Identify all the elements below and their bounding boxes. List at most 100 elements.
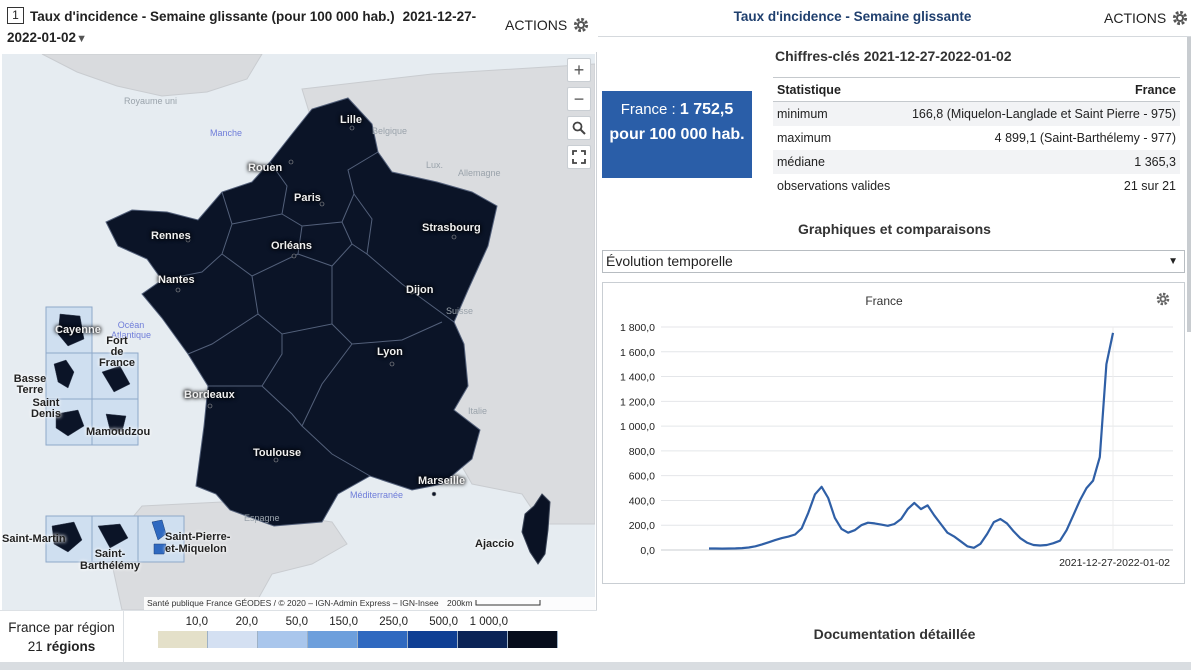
chart-container: France 0,0 200,0 400,0 600,0 800,0 1 000,0 1 20… xyxy=(602,282,1185,584)
city-nantes[interactable]: Nantes xyxy=(158,274,195,286)
documentation-title[interactable]: Documentation détaillée xyxy=(813,626,976,642)
label-allemagne: Allemagne xyxy=(458,168,501,178)
attribution-text: Santé publique France GÉODES / © 2020 – … xyxy=(147,598,439,608)
y-tick-label: 600,0 xyxy=(629,471,655,483)
legend-color-3[interactable] xyxy=(308,631,358,648)
stats-actions-button[interactable]: ACTIONS xyxy=(1104,9,1189,27)
city-mamoudzou[interactable]: Mamoudzou xyxy=(86,426,151,438)
map-panel: 1 Taux d'incidence - Semaine glissante (… xyxy=(0,0,597,670)
key-figures-title: Chiffres-clés 2021-12-27-2022-01-02 xyxy=(775,48,1012,64)
city-saint-martin[interactable]: Saint-Martin xyxy=(2,533,66,545)
label-lux: Lux. xyxy=(426,160,444,170)
y-tick-label: 1 800,0 xyxy=(620,322,655,334)
map-actions-button[interactable]: ACTIONS xyxy=(505,16,590,34)
city-rennes[interactable]: Rennes xyxy=(151,230,191,242)
legend-color-0[interactable] xyxy=(158,631,208,648)
y-tick-label: 400,0 xyxy=(629,495,655,507)
label-belgique: Belgique xyxy=(372,126,408,136)
legend-color-4[interactable] xyxy=(358,631,408,648)
city-ajaccio[interactable]: Ajaccio xyxy=(475,538,515,550)
city-rouen[interactable]: Rouen xyxy=(248,162,283,174)
period-selector[interactable]: 2022-01-02▼ xyxy=(7,27,87,50)
y-tick-label: 0,0 xyxy=(640,545,655,557)
zoom-out-button[interactable]: − xyxy=(567,87,591,111)
legend-color-2[interactable] xyxy=(258,631,308,648)
panel-number: 1 xyxy=(7,7,24,24)
headline-prefix: France : xyxy=(620,101,680,118)
city-strasbourg[interactable]: Strasbourg xyxy=(422,222,481,234)
legend-title-text: France par région xyxy=(8,620,115,635)
city-basse-terre[interactable]: Basse Terre xyxy=(13,373,47,396)
map-search-button[interactable] xyxy=(567,116,591,140)
scrollbar[interactable] xyxy=(1187,37,1191,332)
map-canvas[interactable]: Royaume uni Belgique Lux. Allemagne Suis… xyxy=(2,54,595,610)
city-orleans[interactable]: Orléans xyxy=(271,240,312,252)
table-row: observations valides 21 sur 21 xyxy=(773,174,1180,198)
scale-bar xyxy=(475,600,541,606)
legend-count-value: 21 xyxy=(27,639,43,654)
y-tick-label: 1 200,0 xyxy=(620,396,655,408)
fullscreen-icon xyxy=(572,150,586,164)
gear-icon xyxy=(1173,10,1188,26)
stats-header-row: Statistique France xyxy=(773,77,1180,102)
city-paris[interactable]: Paris xyxy=(294,192,321,204)
map-actions-label: ACTIONS xyxy=(505,17,568,33)
city-saint-denis[interactable]: Saint Denis xyxy=(31,397,61,420)
legend-tick-label: 250,0 xyxy=(379,616,408,628)
fullscreen-button[interactable] xyxy=(567,145,591,169)
label-ocean-atlantique: Océan Atlantique xyxy=(110,320,152,340)
chart-type-select[interactable]: Évolution temporelle ▼ xyxy=(602,250,1185,273)
stats-header-france: France xyxy=(898,77,1180,102)
zoom-in-button[interactable]: + xyxy=(567,58,591,82)
legend-color-5[interactable] xyxy=(408,631,458,648)
city-saint-pierre-miquelon[interactable]: Saint-Pierre- et-Miquelon xyxy=(165,531,231,555)
stats-panel-title: Taux d'incidence - Semaine glissante xyxy=(733,9,972,24)
gear-icon xyxy=(574,17,589,33)
legend-count: 21 régions xyxy=(0,639,123,654)
period-part2: 2022-01-02 xyxy=(7,30,77,45)
label-royaume-uni: Royaume uni xyxy=(124,96,178,106)
city-saint-barthelemy[interactable]: Saint- Barthélémy xyxy=(80,548,140,572)
chart-gear-icon[interactable] xyxy=(1156,292,1170,306)
stat-value: 166,8 (Miquelon-Langlade et Saint Pierre… xyxy=(898,101,1180,126)
headline-unit: pour 100 000 hab. xyxy=(609,126,745,143)
y-tick-label: 1 000,0 xyxy=(620,421,655,433)
map-svg xyxy=(2,54,595,610)
legend-tick-label: 500,0 xyxy=(429,616,458,628)
x-tick-label: 2021-12-27-2022-01-02 xyxy=(1059,557,1170,569)
map-title: Taux d'incidence - Semaine glissante (po… xyxy=(7,6,500,45)
stats-header-statistic: Statistique xyxy=(773,77,899,102)
map-header: 1 Taux d'incidence - Semaine glissante (… xyxy=(0,0,597,52)
legend-tick-label: 150,0 xyxy=(329,616,358,628)
city-toulouse[interactable]: Toulouse xyxy=(253,447,302,459)
city-lyon[interactable]: Lyon xyxy=(377,346,403,358)
city-lille[interactable]: Lille xyxy=(340,114,363,126)
city-dijon[interactable]: Dijon xyxy=(406,284,434,296)
map-attribution: Santé publique France GÉODES / © 2020 – … xyxy=(144,597,595,610)
legend-tick-label: 50,0 xyxy=(285,616,308,628)
y-tick-label: 1 400,0 xyxy=(620,372,655,384)
stat-label: observations valides xyxy=(777,178,891,193)
stat-value: 1 365,3 xyxy=(898,149,1180,174)
scale-label: 200km xyxy=(447,598,473,608)
label-espagne: Espagne xyxy=(244,513,280,523)
city-fort-de-france[interactable]: Fort de France xyxy=(98,335,136,369)
stat-value: 21 sur 21 xyxy=(1123,178,1176,193)
legend-tick-label: 20,0 xyxy=(235,616,258,628)
chart-type-value: Évolution temporelle xyxy=(606,253,733,269)
legend-count-unit: régions xyxy=(46,639,96,654)
chart-title: France xyxy=(865,294,903,308)
city-cayenne[interactable]: Cayenne xyxy=(55,324,101,336)
label-mediterranee: Méditerranée xyxy=(350,490,404,500)
legend-color-1[interactable] xyxy=(208,631,258,648)
y-tick-label: 800,0 xyxy=(629,446,655,458)
legend-color-7[interactable] xyxy=(508,631,558,648)
bottom-scrollbar[interactable] xyxy=(0,662,1191,670)
stat-label: médiane xyxy=(773,149,899,174)
city-bordeaux[interactable]: Bordeaux xyxy=(184,389,235,401)
city-marseille[interactable]: Marseille xyxy=(418,475,466,487)
stat-label: maximum xyxy=(777,130,832,145)
headline-value: 1 752,5 xyxy=(679,101,734,118)
legend-color-6[interactable] xyxy=(458,631,508,648)
